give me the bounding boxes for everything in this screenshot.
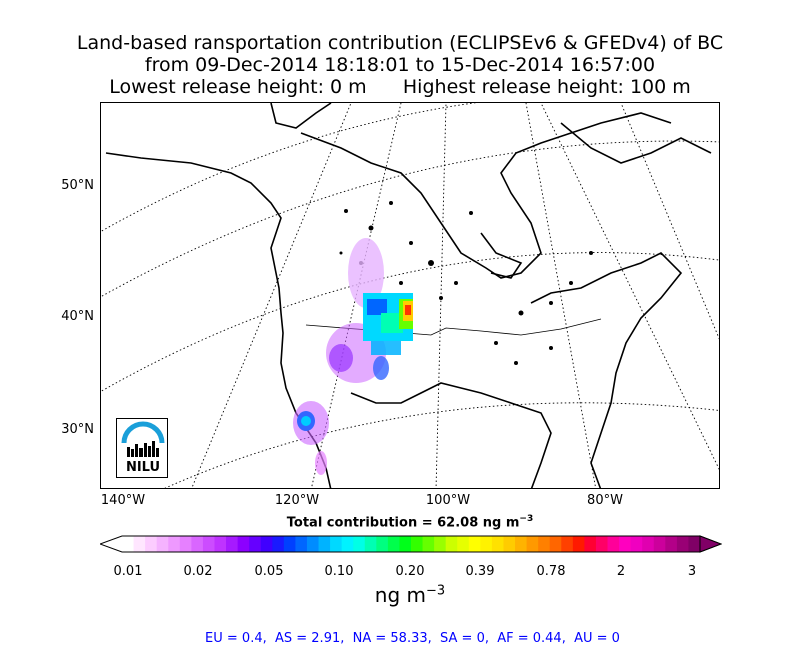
colorbar-cell [179,536,192,552]
colorbar [100,535,722,553]
colorbar-cell [422,536,435,552]
map-panel: NILU [100,102,720,489]
colorbar-cell [133,536,146,552]
colorbar-cell [538,536,551,552]
colorbar-cell [503,536,516,552]
lat-label-50n: 50°N [61,178,94,193]
title-line-3: Lowest release height: 0 m Highest relea… [109,76,691,98]
lakes [339,201,593,365]
cbar-tick-3: 0.10 [324,564,354,579]
colorbar-cell [549,536,562,552]
cbar-tick-4: 0.20 [395,564,425,579]
colorbar-cell [468,536,481,552]
map-svg [101,103,719,488]
colorbar-cell [457,536,470,552]
colorbar-units: ng m−3 [374,583,446,607]
colorbar-cell [156,536,169,552]
colorbar-cell [122,536,135,552]
longitude-lines [191,103,719,488]
colorbar-cell [376,536,389,552]
cbar-tick-0: 0.01 [113,564,143,579]
colorbar-cell [226,536,239,552]
colorbar-cell [202,536,215,552]
colorbar-cell [272,536,285,552]
lat-label-40n: 40°N [61,309,94,324]
colorbar-cells [100,536,701,552]
region-contributions: EU = 0.4, AS = 2.91, NA = 58.33, SA = 0,… [205,631,620,646]
colorbar-cell [572,536,585,552]
colorbar-cell [214,536,227,552]
colorbar-cell [630,536,643,552]
total-contribution: Total contribution = 62.08 ng m−3 [286,514,534,531]
cbar-tick-1: 0.02 [183,564,213,579]
colorbar-cell [480,536,493,552]
colorbar-cell [353,536,366,552]
logo-emblem-icon [121,421,165,457]
colorbar-cell [688,536,701,552]
colorbar-cell [399,536,412,552]
colorbar-cell [168,536,181,552]
colorbar-cell [619,536,632,552]
lat-label-30n: 30°N [61,422,94,437]
colorbar-cell [561,536,574,552]
title-line-2: from 09-Dec-2014 18:18:01 to 15-Dec-2014… [144,54,656,76]
title-line-1: Land-based ransportation contribution (E… [76,32,724,54]
concentration-plume [293,238,413,475]
colorbar-cell [295,536,308,552]
cbar-tick-5: 0.39 [465,564,495,579]
border-line [305,318,602,336]
nilu-logo: NILU [116,418,168,478]
colorbar-cell [249,536,262,552]
colorbar-cell [595,536,609,552]
cbar-tick-8: 3 [687,564,697,579]
lon-label-140w: 140°W [100,493,146,508]
cbar-tick-6: 0.78 [536,564,566,579]
colorbar-cell [491,536,504,552]
colorbar-cell [237,536,250,552]
colorbar-cell [584,536,597,552]
lon-label-80w: 80°W [587,493,623,508]
colorbar-cell [364,536,377,552]
colorbar-cell [318,536,331,552]
lon-label-120w: 120°W [274,493,320,508]
colorbar-cell [145,536,158,552]
logo-text: NILU [125,460,161,475]
colorbar-cell [445,536,458,552]
colorbar-cell [283,536,296,552]
colorbar-cell [387,536,400,552]
cbar-tick-7: 2 [616,564,626,579]
colorbar-extend-min [100,536,122,552]
colorbar-extend-max [699,535,722,553]
colorbar-cell [676,536,689,552]
colorbar-cell [515,536,528,552]
colorbar-cell [642,536,655,552]
colorbar-cell [306,536,320,552]
latitude-lines [101,103,719,488]
colorbar-cell [330,536,343,552]
colorbar-cell [341,536,354,552]
colorbar-cell [434,536,447,552]
colorbar-cell [260,536,273,552]
colorbar-cell [607,536,620,552]
colorbar-cell [411,536,424,552]
colorbar-cell [653,536,666,552]
lon-label-100w: 100°W [425,493,471,508]
colorbar-cell [665,536,678,552]
cbar-tick-2: 0.05 [254,564,284,579]
colorbar-cell [526,536,539,552]
colorbar-cell [191,536,204,552]
